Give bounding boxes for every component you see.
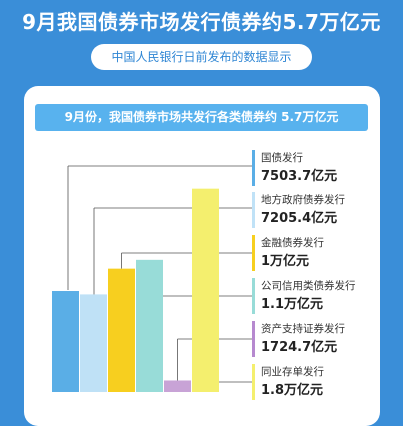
bar-3	[108, 268, 135, 392]
legend-label-6: 同业存单发行	[261, 365, 324, 378]
legend-label-4: 公司信用类债券发行	[261, 279, 356, 292]
bar-2	[80, 294, 107, 392]
legend-value-5: 1724.7亿元	[261, 339, 337, 355]
bar-1	[52, 291, 79, 392]
legend-swatch-3	[252, 235, 255, 271]
bar-6	[192, 188, 219, 392]
legend-swatch-4	[252, 278, 255, 314]
legend-value-1: 7503.7亿元	[261, 168, 337, 184]
legend-value-4: 1.1万亿元	[261, 296, 323, 312]
bar-4	[136, 259, 163, 392]
legend-label-2: 地方政府债券发行	[261, 193, 345, 206]
legend-swatch-6	[252, 364, 255, 400]
legend-label-3: 金融债券发行	[261, 236, 324, 249]
legend-swatch-1	[252, 150, 255, 186]
legend-value-3: 1万亿元	[261, 253, 309, 269]
legend-value-2: 7205.4亿元	[261, 210, 337, 226]
page-title: 9月我国债券市场发行债券约5.7万亿元	[22, 10, 381, 34]
chart-title: 9月份，我国债券市场共发行各类债券约 5.7万亿元	[35, 104, 368, 131]
legend-label-1: 国债发行	[261, 151, 303, 164]
legend-swatch-5	[252, 321, 255, 357]
legend-label-5: 资产支持证券发行	[261, 322, 345, 335]
legend-value-6: 1.8万亿元	[261, 382, 323, 398]
bar-5	[164, 380, 191, 392]
legend-swatch-2	[252, 192, 255, 228]
bars	[52, 188, 219, 392]
subtitle-pill: 中国人民银行日前发布的数据显示	[91, 44, 312, 70]
